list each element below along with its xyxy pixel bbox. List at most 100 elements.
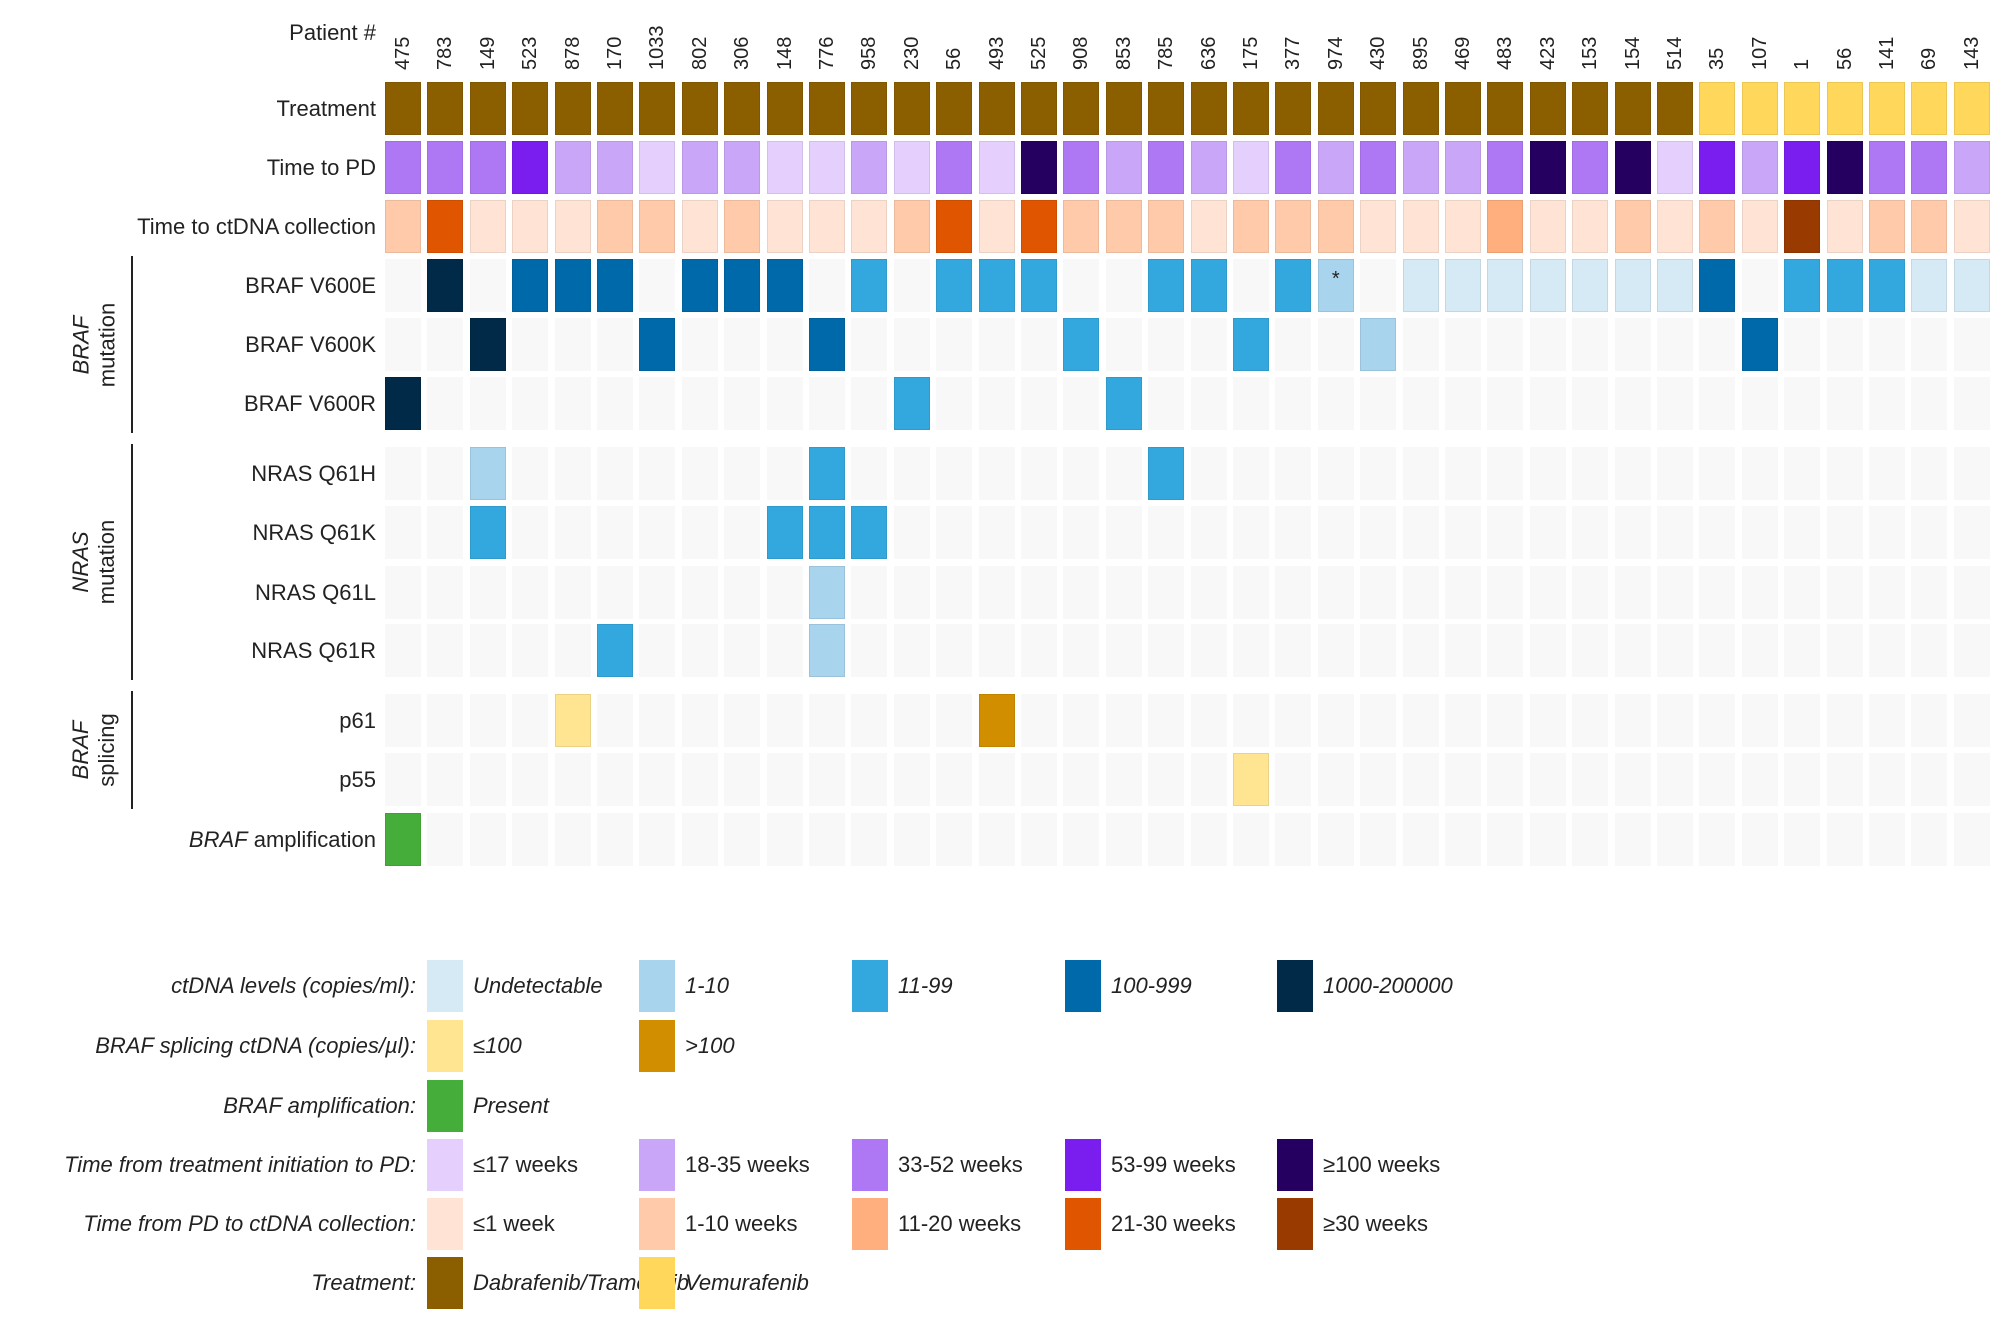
cell-q61r — [893, 624, 930, 677]
cell-p55 — [766, 753, 803, 806]
cell-q61l — [851, 566, 888, 619]
cell-pd — [639, 141, 676, 194]
cell-q61r — [1826, 624, 1863, 677]
cell-pd — [724, 141, 761, 194]
cell-q61r — [1699, 624, 1736, 677]
cell-q61h — [427, 447, 464, 500]
cell-v600e — [724, 259, 761, 312]
cell-v600e — [1826, 259, 1863, 312]
cell-amp — [1148, 813, 1185, 866]
cell-q61l — [1360, 566, 1397, 619]
cell-pd — [893, 141, 930, 194]
cell-treatment — [1572, 82, 1609, 135]
cell-v600e — [936, 259, 973, 312]
cell-treatment — [639, 82, 676, 135]
cell-q61l — [681, 566, 718, 619]
patient-id: 483 — [1494, 36, 1517, 70]
legend-item-label: 21-30 weeks — [1111, 1211, 1236, 1236]
cell-treatment — [1190, 82, 1227, 135]
cell-amp — [385, 813, 421, 866]
cell-amp — [766, 813, 803, 866]
cell-q61r — [1445, 624, 1481, 677]
row-label-treatment: Treatment — [276, 96, 376, 121]
cell-v600k — [724, 318, 761, 371]
cell-v600k — [1148, 318, 1185, 371]
legend-item-label: 1000-200000 — [1323, 973, 1453, 998]
cell-v600k — [469, 318, 506, 371]
cell-v600k — [1317, 318, 1354, 371]
cell-p61 — [936, 694, 973, 747]
cell-p61 — [1869, 694, 1905, 747]
cell-q61h — [1487, 447, 1524, 500]
group-bracket-line — [131, 691, 133, 809]
cell-v600e — [554, 259, 591, 312]
cell-q61l — [597, 566, 633, 619]
cell-p61 — [1190, 694, 1227, 747]
cell-q61k — [1869, 506, 1905, 559]
cell-q61l — [1317, 566, 1354, 619]
cell-p55 — [1487, 753, 1524, 806]
row-label-q61r: NRAS Q61R — [251, 638, 376, 663]
cell-q61l — [978, 566, 1015, 619]
cell-p61 — [1402, 694, 1439, 747]
patient-id: 469 — [1452, 36, 1474, 70]
cell-q61k — [1063, 506, 1100, 559]
cell-pd — [809, 141, 845, 194]
cell-v600e — [1657, 259, 1693, 312]
cell-v600k — [1911, 318, 1948, 371]
legend-swatch-ctdna — [427, 960, 463, 1012]
cell-p61 — [1699, 694, 1736, 747]
cell-q61h — [936, 447, 973, 500]
cell-amp — [1572, 813, 1609, 866]
cell-q61h — [1275, 447, 1312, 500]
cell-treatment — [1869, 82, 1905, 135]
cell-v600e — [427, 259, 464, 312]
cell-q61h — [766, 447, 803, 500]
cell-q61k — [1317, 506, 1354, 559]
cell-collection — [766, 200, 803, 253]
cell-v600r — [1529, 377, 1566, 430]
cell-treatment — [1445, 82, 1481, 135]
cell-treatment — [1402, 82, 1439, 135]
cell-q61h — [512, 447, 549, 500]
legend-item-label: 11-20 weeks — [898, 1211, 1022, 1236]
cell-collection — [1911, 200, 1948, 253]
cell-v600k — [1063, 318, 1100, 371]
cell-p61 — [512, 694, 549, 747]
patient-id: 69 — [1918, 47, 1941, 70]
cell-q61k — [724, 506, 761, 559]
cell-v600r — [554, 377, 591, 430]
patient-id: 143 — [1960, 36, 1983, 70]
cell-treatment — [1614, 82, 1651, 135]
cell-v600e — [766, 259, 803, 312]
cell-q61r — [1911, 624, 1948, 677]
cell-q61h — [469, 447, 506, 500]
cell-v600r — [1105, 377, 1142, 430]
cell-amp — [1317, 813, 1354, 866]
legend-swatch-treatment — [639, 1257, 675, 1309]
cell-amp — [1445, 813, 1481, 866]
cell-collection — [597, 200, 633, 253]
cell-pd — [1741, 141, 1778, 194]
patient-id: 56 — [1833, 47, 1856, 70]
legend-swatch-amp — [427, 1080, 463, 1132]
cell-v600k — [766, 318, 803, 371]
cell-v600r — [936, 377, 973, 430]
cell-p61 — [597, 694, 633, 747]
cell-p61 — [724, 694, 761, 747]
cell-v600e — [385, 259, 421, 312]
cell-q61r — [1148, 624, 1185, 677]
cell-p61 — [1487, 694, 1524, 747]
cell-q61l — [1529, 566, 1566, 619]
cell-v600k — [1826, 318, 1863, 371]
cell-v600r — [597, 377, 633, 430]
cell-p61 — [427, 694, 464, 747]
cell-q61h — [1826, 447, 1863, 500]
cell-p55 — [978, 753, 1015, 806]
cell-v600e — [809, 259, 845, 312]
cell-pd — [1529, 141, 1566, 194]
cell-v600k — [385, 318, 421, 371]
cell-amp — [1021, 813, 1057, 866]
cell-q61r — [1063, 624, 1100, 677]
patient-id: 1033 — [646, 25, 669, 71]
